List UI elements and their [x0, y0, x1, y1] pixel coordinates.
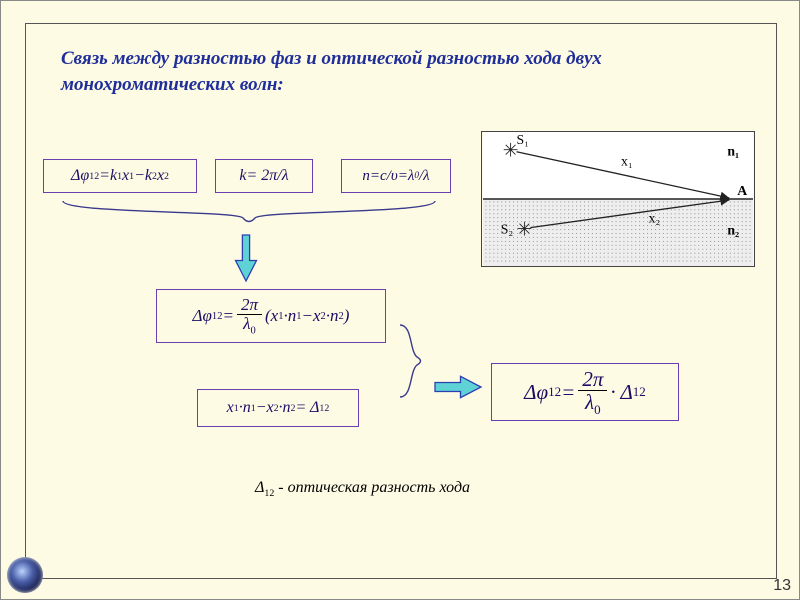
equation-k: k = 2π / λ [215, 159, 313, 193]
brace-right-icon [396, 321, 426, 401]
logo-badge-icon [7, 557, 43, 593]
brace-icon [59, 197, 439, 227]
footnote-delta: Δ12 - оптическая разность хода [255, 479, 470, 499]
svg-text:n₁: n₁ [727, 144, 739, 159]
equation-phi-expanded: Δφ12 = 2πλ0 ( x1·n1 − x2·n2 ) [156, 289, 386, 343]
page-number: 13 [773, 577, 791, 595]
slide-title: Связь между разностью фаз и оптической р… [61, 46, 621, 97]
equation-delta-definition: x1·n1 − x2·n2 = Δ12 [197, 389, 359, 427]
equation-n: n = c/υ = λ0 / λ [341, 159, 451, 193]
arrow-right-icon [433, 373, 483, 401]
ray-diagram: S₁ S₂ A x₁ x₂ n₁ n₂ [481, 131, 755, 267]
svg-text:S₂: S₂ [501, 221, 514, 236]
svg-text:x₁: x₁ [621, 154, 633, 169]
svg-text:x₂: x₂ [649, 211, 661, 226]
arrow-down-icon [231, 233, 261, 283]
svg-text:A: A [737, 183, 747, 198]
svg-text:n₂: n₂ [727, 222, 739, 237]
svg-text:S₁: S₁ [517, 132, 529, 147]
equation-phi-definition: Δφ12 = k1x1 − k2x2 [43, 159, 197, 193]
slide: Связь между разностью фаз и оптической р… [0, 0, 800, 600]
equation-phi-final: Δφ12 = 2πλ0 · Δ12 [491, 363, 679, 421]
